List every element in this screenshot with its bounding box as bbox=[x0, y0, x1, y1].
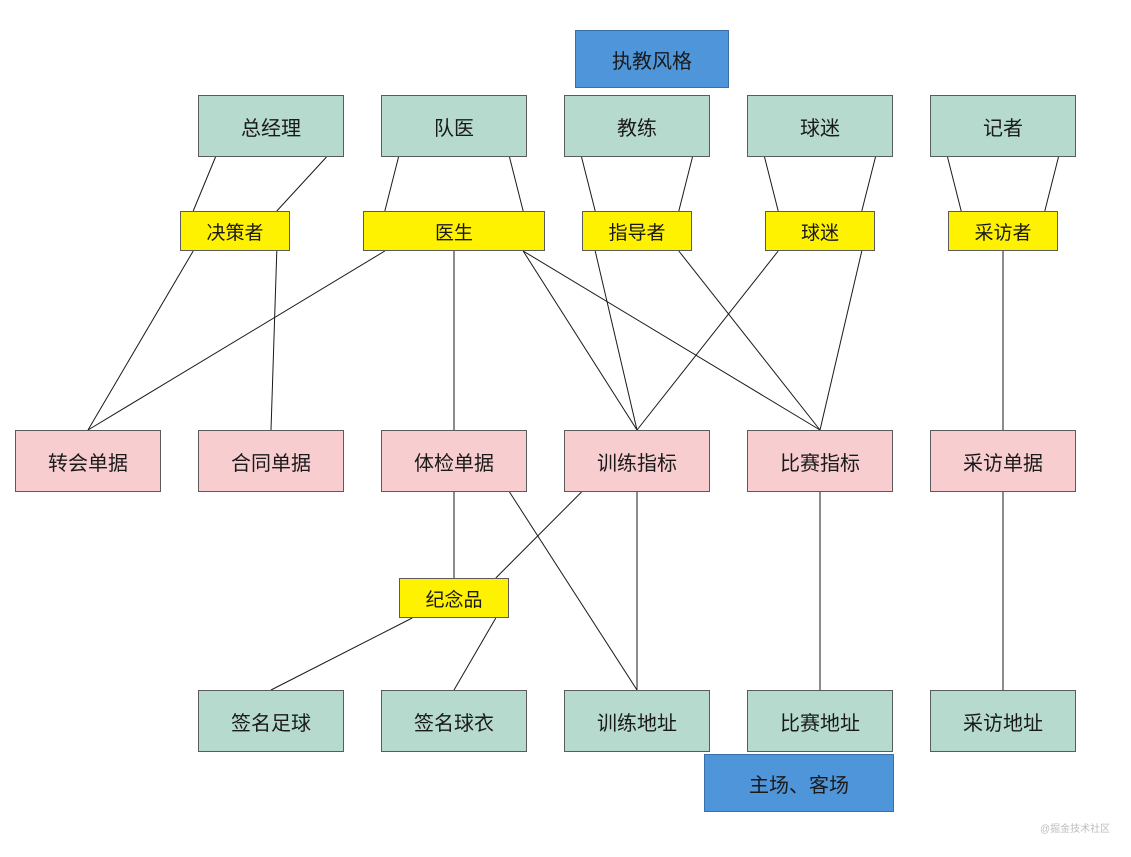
edge bbox=[496, 492, 582, 578]
node-label: 转会单据 bbox=[48, 447, 128, 476]
node-label: 合同单据 bbox=[231, 447, 311, 476]
edge bbox=[509, 492, 637, 690]
edge bbox=[385, 157, 399, 211]
node-interview-receipt: 采访单据 bbox=[930, 430, 1076, 492]
node-label: 纪念品 bbox=[425, 585, 482, 612]
node-role-decider: 决策者 bbox=[180, 211, 290, 251]
node-label: 采访地址 bbox=[963, 707, 1043, 736]
node-label: 体检单据 bbox=[414, 447, 494, 476]
node-label: 训练地址 bbox=[597, 707, 677, 736]
node-transfer-receipt: 转会单据 bbox=[15, 430, 161, 492]
node-label: 球迷 bbox=[800, 112, 840, 141]
edge bbox=[88, 251, 385, 430]
node-fan: 球迷 bbox=[747, 95, 893, 157]
node-label: 教练 bbox=[617, 112, 657, 141]
node-label: 指导者 bbox=[608, 218, 665, 245]
edge bbox=[88, 251, 193, 430]
edge bbox=[679, 157, 693, 211]
edge bbox=[595, 251, 637, 430]
edge bbox=[277, 157, 327, 211]
node-training-metric: 训练指标 bbox=[564, 430, 710, 492]
node-signed-shirt: 签名球衣 bbox=[381, 690, 527, 752]
edge bbox=[679, 251, 820, 430]
node-label: 比赛指标 bbox=[780, 447, 860, 476]
edge bbox=[582, 157, 596, 211]
edge bbox=[862, 157, 876, 211]
node-label: 签名球衣 bbox=[414, 707, 494, 736]
node-label: 比赛地址 bbox=[780, 707, 860, 736]
edge bbox=[523, 251, 820, 430]
node-medical-receipt: 体检单据 bbox=[381, 430, 527, 492]
node-label: 队医 bbox=[434, 112, 474, 141]
node-role-director: 指导者 bbox=[582, 211, 692, 251]
node-contract-receipt: 合同单据 bbox=[198, 430, 344, 492]
edge bbox=[948, 157, 962, 211]
node-role-doctor: 医生 bbox=[363, 211, 545, 251]
node-training-addr: 训练地址 bbox=[564, 690, 710, 752]
node-label: 决策者 bbox=[206, 218, 263, 245]
node-label: 执教风格 bbox=[612, 45, 692, 74]
node-coaching-style: 执教风格 bbox=[575, 30, 729, 88]
node-label: 采访者 bbox=[974, 218, 1031, 245]
edge bbox=[1045, 157, 1059, 211]
edge bbox=[271, 618, 412, 690]
edge bbox=[454, 618, 496, 690]
node-label: 医生 bbox=[435, 218, 473, 245]
node-role-reporter: 采访者 bbox=[948, 211, 1058, 251]
edge bbox=[523, 251, 637, 430]
node-doctor: 队医 bbox=[381, 95, 527, 157]
node-label: 球迷 bbox=[801, 218, 839, 245]
edge bbox=[637, 251, 778, 430]
node-gm: 总经理 bbox=[198, 95, 344, 157]
node-coach: 教练 bbox=[564, 95, 710, 157]
node-souvenir: 纪念品 bbox=[399, 578, 509, 618]
edge bbox=[509, 157, 523, 211]
node-match-addr: 比赛地址 bbox=[747, 690, 893, 752]
node-reporter: 记者 bbox=[930, 95, 1076, 157]
node-label: 签名足球 bbox=[231, 707, 311, 736]
node-home-away: 主场、客场 bbox=[704, 754, 894, 812]
node-signed-ball: 签名足球 bbox=[198, 690, 344, 752]
node-label: 总经理 bbox=[241, 112, 301, 141]
node-match-metric: 比赛指标 bbox=[747, 430, 893, 492]
node-role-fan: 球迷 bbox=[765, 211, 875, 251]
edge bbox=[765, 157, 779, 211]
node-label: 记者 bbox=[983, 112, 1023, 141]
edge bbox=[193, 157, 215, 211]
edge bbox=[271, 251, 277, 430]
edge bbox=[820, 251, 862, 430]
node-label: 采访单据 bbox=[963, 447, 1043, 476]
node-interview-addr: 采访地址 bbox=[930, 690, 1076, 752]
node-label: 主场、客场 bbox=[749, 769, 849, 798]
diagram-stage: @掘金技术社区 执教风格总经理队医教练球迷记者决策者医生指导者球迷采访者转会单据… bbox=[0, 0, 1131, 857]
watermark: @掘金技术社区 bbox=[1040, 820, 1110, 835]
node-label: 训练指标 bbox=[597, 447, 677, 476]
